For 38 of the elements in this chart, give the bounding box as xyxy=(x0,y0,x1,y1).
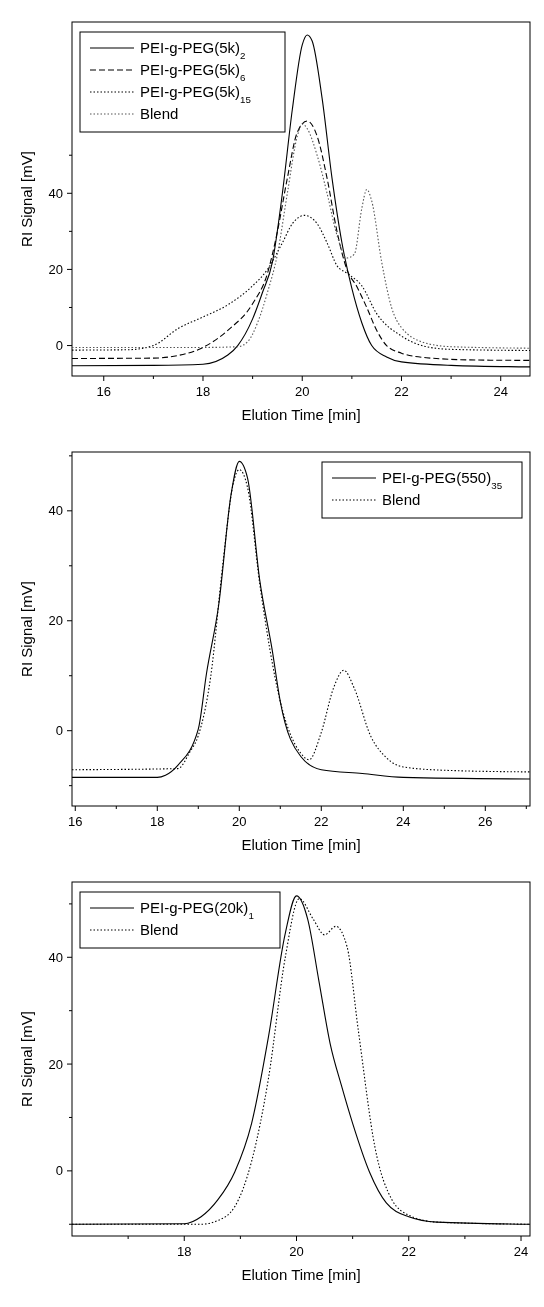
y-tick-label: 0 xyxy=(55,338,63,354)
legend-label: PEI-g-PEG(20k)$_{1}$ xyxy=(140,899,254,921)
x-tick-label: 26 xyxy=(478,814,493,829)
y-axis-title: RI Signal [mV] xyxy=(18,581,35,677)
x-tick-label: 18 xyxy=(177,1244,192,1259)
x-axis-title: Elution Time [min] xyxy=(241,836,361,853)
x-tick-label: 18 xyxy=(195,384,211,399)
y-tick-label: 20 xyxy=(48,1056,63,1072)
legend-label: PEI-g-PEG(5k)$_{15}$ xyxy=(140,83,252,105)
y-tick-label: 0 xyxy=(55,723,63,739)
y-tick-label: 20 xyxy=(48,261,63,277)
y-tick-label: 40 xyxy=(48,503,63,519)
legend-label: PEI-g-PEG(5k)$_{2}$ xyxy=(140,39,246,61)
x-tick-label: 24 xyxy=(396,814,411,829)
x-tick-label: 16 xyxy=(68,814,83,829)
x-tick-label: 22 xyxy=(314,814,329,829)
x-tick-label: 22 xyxy=(401,1244,416,1259)
x-tick-label: 22 xyxy=(394,384,409,399)
y-tick-label: 40 xyxy=(48,185,63,201)
x-axis-title: Elution Time [min] xyxy=(241,406,361,423)
y-tick-label: 0 xyxy=(55,1163,63,1179)
legend-label: PEI-g-PEG(550)$_{35}$ xyxy=(382,469,503,491)
legend-label: Blend xyxy=(140,105,179,123)
x-tick-label: 16 xyxy=(96,384,111,399)
y-tick-label: 40 xyxy=(48,949,63,965)
legend-label: PEI-g-PEG(5k)$_{6}$ xyxy=(140,61,246,83)
y-axis-title: RI Signal [mV] xyxy=(18,151,35,247)
legend-label: Blend xyxy=(382,491,421,509)
x-axis-title: Elution Time [min] xyxy=(241,1266,361,1283)
y-tick-label: 20 xyxy=(48,613,63,629)
y-axis-title: RI Signal [mV] xyxy=(18,1011,35,1107)
x-tick-label: 24 xyxy=(493,384,508,399)
legend-label: Blend xyxy=(140,921,179,939)
x-tick-label: 20 xyxy=(295,384,310,399)
x-tick-label: 24 xyxy=(513,1244,529,1259)
x-tick-label: 20 xyxy=(232,814,247,829)
x-tick-label: 20 xyxy=(289,1244,304,1259)
x-tick-label: 18 xyxy=(150,814,165,829)
